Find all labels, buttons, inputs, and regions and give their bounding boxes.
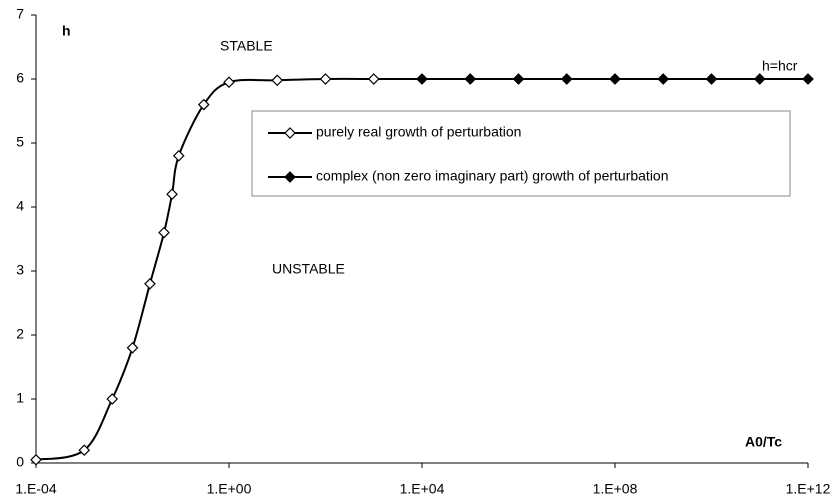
data-point	[319, 73, 332, 85]
data-point	[106, 393, 119, 405]
data-point	[78, 444, 91, 457]
data-point	[705, 73, 718, 85]
data-point	[609, 73, 621, 85]
annotation: STABLE	[220, 38, 273, 54]
legend-box	[251, 110, 791, 197]
y-axis-label: h	[62, 23, 71, 39]
y-tick-label: 0	[16, 454, 24, 470]
y-tick-label: 2	[16, 326, 24, 342]
x-tick-label: 1.E+12	[786, 481, 831, 497]
data-point	[657, 73, 670, 85]
data-point	[464, 73, 477, 85]
y-tick-label: 4	[16, 198, 24, 214]
data-point	[223, 76, 235, 89]
data-point	[30, 453, 42, 466]
y-tick-label: 7	[16, 6, 24, 22]
data-point	[126, 341, 139, 354]
data-point	[144, 277, 156, 290]
data-point	[512, 73, 525, 85]
data-point	[172, 149, 185, 162]
legend-marker	[284, 171, 296, 183]
data-point	[416, 73, 428, 85]
x-tick-label: 1.E-04	[15, 481, 56, 497]
data-point	[158, 226, 170, 239]
y-tick-label: 3	[16, 262, 24, 278]
data-point	[166, 188, 178, 201]
annotation: UNSTABLE	[272, 261, 345, 277]
y-tick-label: 1	[16, 390, 24, 406]
x-tick-label: 1.E+00	[207, 481, 252, 497]
legend-label: purely real growth of perturbation	[316, 124, 521, 140]
y-tick-label: 5	[16, 134, 24, 150]
data-point	[753, 73, 766, 85]
x-tick-label: 1.E+04	[400, 481, 445, 497]
x-tick-label: 1.E+08	[593, 481, 638, 497]
data-point	[271, 74, 284, 87]
annotation: h=hcr	[762, 58, 798, 74]
data-point	[197, 98, 210, 111]
y-tick-label: 6	[16, 70, 24, 86]
data-point	[367, 73, 380, 85]
legend-marker	[284, 127, 296, 139]
data-point	[802, 73, 814, 85]
data-point	[560, 73, 573, 85]
legend-label: complex (non zero imaginary part) growth…	[316, 168, 669, 184]
x-axis-label: A0/Tc	[745, 434, 782, 450]
